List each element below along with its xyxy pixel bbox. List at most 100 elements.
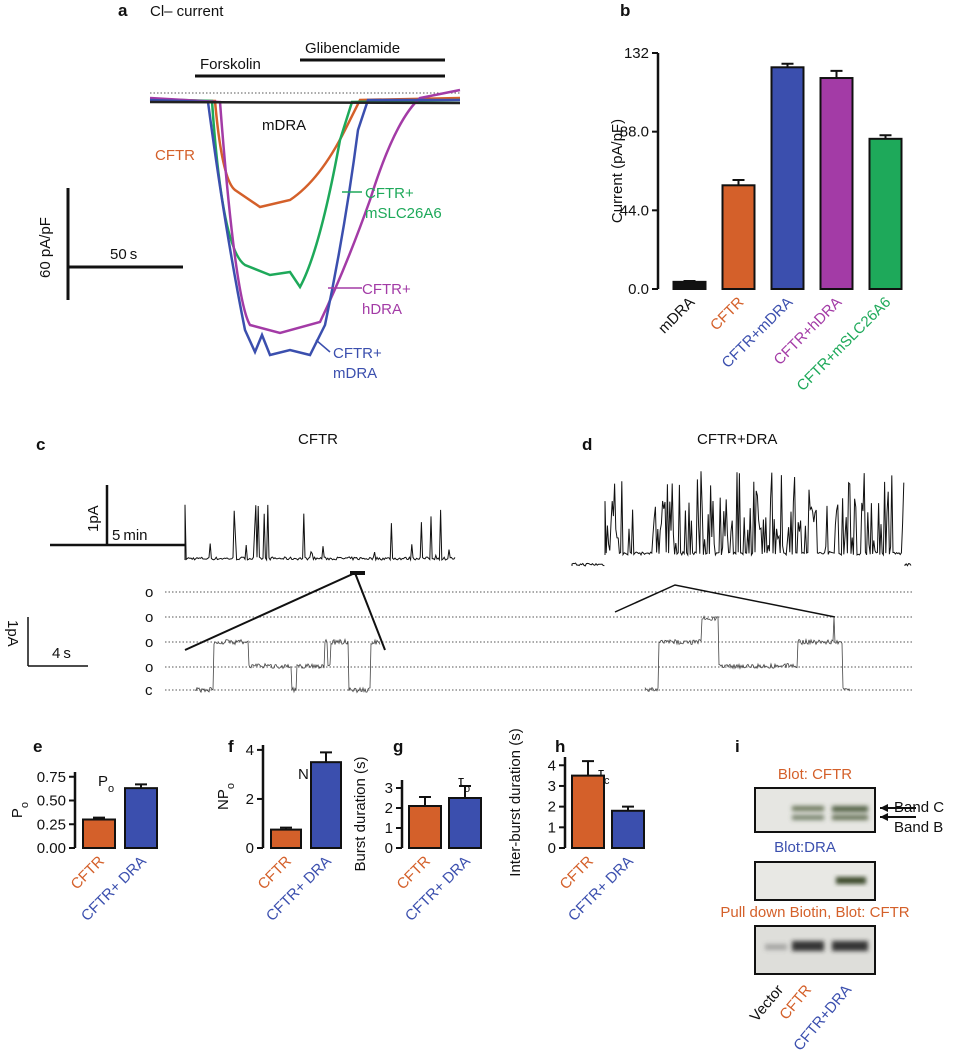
zoom-line xyxy=(184,571,386,651)
y-tick-label: 2 xyxy=(548,799,556,816)
x-tick-label: CFTR xyxy=(707,294,747,334)
trace xyxy=(149,96,461,209)
bar xyxy=(611,809,645,849)
y-tick-label: 44.0 xyxy=(620,202,649,219)
y-tick-label: 0.25 xyxy=(37,816,66,833)
chart-title-main: τ xyxy=(458,773,464,790)
level-label: o xyxy=(145,609,153,626)
error-bar xyxy=(582,760,594,776)
y-tick-label: 0.50 xyxy=(37,793,66,810)
chart-title-sub: o xyxy=(108,783,114,795)
trace xyxy=(571,562,605,567)
panel-label: a xyxy=(118,1,128,20)
bar xyxy=(770,66,805,291)
bands xyxy=(792,806,868,820)
y-axis-label: Current (pA/pF) xyxy=(609,119,626,223)
trace xyxy=(149,98,460,357)
panel-title: CFTR xyxy=(298,431,338,448)
panel-label: f xyxy=(228,737,234,756)
y-axis-label: Burst duration (s) xyxy=(352,756,369,871)
trace-label: CFTR+ xyxy=(362,281,411,298)
level-label: o xyxy=(145,584,153,601)
error-bar xyxy=(459,785,471,798)
treatment-label: Glibenclamide xyxy=(305,40,400,57)
trace-label: mSLC26A6 xyxy=(365,205,442,222)
bands xyxy=(765,941,868,951)
y-tick-label: 0 xyxy=(548,840,556,857)
y-tick-label: 2 xyxy=(246,791,254,808)
bar xyxy=(721,184,756,290)
trace xyxy=(149,100,461,105)
y-tick-label: 1 xyxy=(548,819,556,836)
y-tick-label: 4 xyxy=(548,757,556,774)
y-axis-label: Po xyxy=(9,802,31,818)
panel-label: e xyxy=(33,737,42,756)
bar xyxy=(310,761,342,850)
y-axis-label-main: NP xyxy=(215,789,232,810)
error-bar xyxy=(622,805,634,811)
y-axis-label-main: P xyxy=(9,808,26,818)
error-bar xyxy=(280,826,292,830)
y-tick-label: 0 xyxy=(246,840,254,857)
y-axis-label-main: Current (pA/pF) xyxy=(609,119,626,223)
y-tick-label: 88.0 xyxy=(620,124,649,141)
error-bar xyxy=(135,783,147,789)
trace-label: CFTR xyxy=(155,147,195,164)
trace xyxy=(904,563,912,567)
y-tick-label: 0.00 xyxy=(37,840,66,857)
level-label: o xyxy=(145,659,153,676)
error-bar xyxy=(732,178,745,186)
trace xyxy=(184,504,456,562)
y-tick-label: 0.75 xyxy=(37,769,66,786)
y-tick-label: 0 xyxy=(385,840,393,857)
trace-label: hDRA xyxy=(362,301,402,318)
chart-title-main: τ xyxy=(598,765,604,782)
arrow xyxy=(880,813,888,821)
bar xyxy=(868,137,903,290)
arrow xyxy=(315,339,331,353)
error-bar xyxy=(879,134,892,139)
x-tick-label: CFTR xyxy=(68,853,108,893)
panel-label: c xyxy=(36,435,45,454)
panel-label: b xyxy=(620,1,630,20)
arrow xyxy=(880,804,888,812)
scale-label: 50 s xyxy=(110,246,137,263)
scale-label: 4 s xyxy=(52,645,71,662)
panel-title: CFTR+DRA xyxy=(697,431,777,448)
chart-title: τo xyxy=(458,773,470,795)
y-axis-label: Inter-burst duration (s) xyxy=(507,728,524,876)
y-axis-label-main: Burst duration (s) xyxy=(352,756,369,871)
panel-label: d xyxy=(582,435,592,454)
error-bar xyxy=(320,751,332,763)
bar xyxy=(270,828,302,849)
lane-label: CFTR xyxy=(776,982,815,1024)
blot-label: Blot: CFTR xyxy=(778,766,852,783)
chart-title: Po xyxy=(98,773,114,795)
error-bar xyxy=(419,796,431,806)
level-label: o xyxy=(145,634,153,651)
y-tick-label: 3 xyxy=(385,780,393,797)
y-tick-label: 132 xyxy=(624,45,649,62)
band-label: Band B xyxy=(894,819,943,836)
blot-label: Pull down Biotin, Blot: CFTR xyxy=(720,904,909,921)
trace-label: CFTR+ xyxy=(333,345,382,362)
panel-label: h xyxy=(555,737,565,756)
chart-title-sub: o xyxy=(464,783,470,795)
y-tick-label: 3 xyxy=(548,778,556,795)
scale-label: 1pA xyxy=(85,505,102,532)
x-tick-label: CFTR+mSLC26A6 xyxy=(794,294,895,395)
y-tick-label: 1 xyxy=(385,820,393,837)
panel-label: i xyxy=(735,737,740,756)
y-tick-label: 4 xyxy=(246,742,254,759)
x-tick-label: mDRA xyxy=(655,294,698,337)
bar xyxy=(124,787,158,850)
y-axis-label-main: Inter-burst duration (s) xyxy=(507,728,524,876)
y-axis-label-sub: o xyxy=(225,783,237,789)
error-bar xyxy=(781,62,794,68)
channel-trace xyxy=(194,638,381,694)
bar xyxy=(82,818,116,849)
lane-label: Vector xyxy=(747,982,787,1026)
